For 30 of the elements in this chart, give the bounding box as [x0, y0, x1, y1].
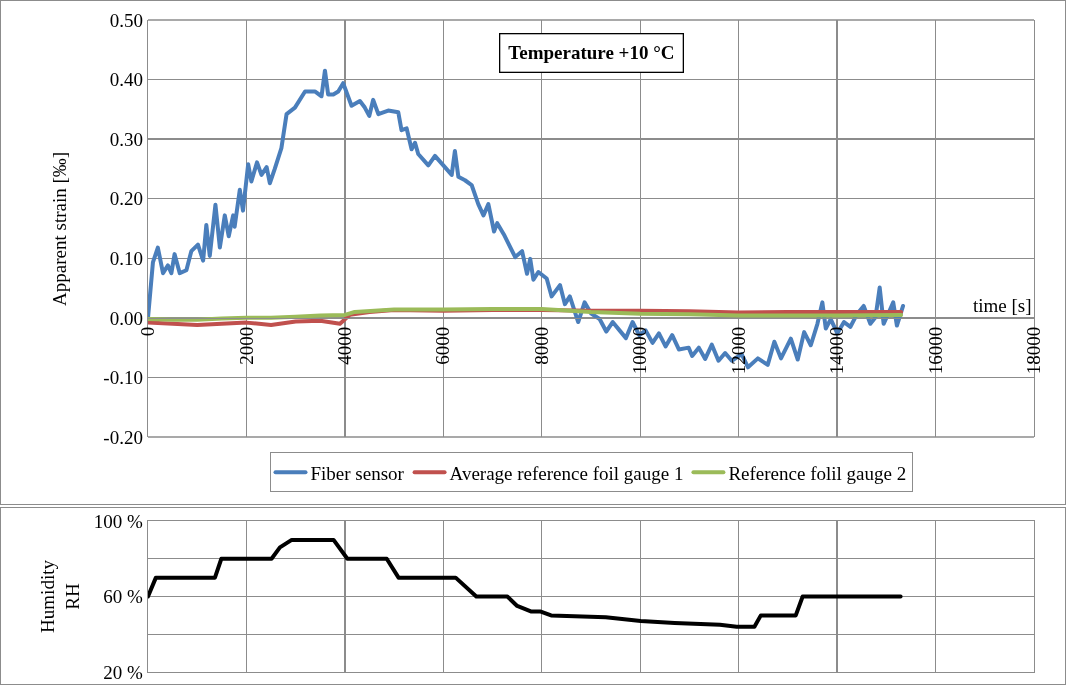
legend-label: Reference folil gauge 2	[728, 462, 907, 484]
x-tick-label: 10000	[629, 326, 651, 375]
y-axis-title: Humidity RH	[36, 559, 83, 633]
x-tick-label: 16000	[924, 326, 946, 375]
y-tick-label: 0.40	[109, 69, 143, 91]
x-tick-label: 2000	[235, 326, 257, 365]
x-tick-label: 8000	[530, 326, 552, 365]
y-axis-title: Apparent strain [‰]	[48, 151, 70, 306]
line-series	[148, 306, 904, 322]
legend-label: Fiber sensor	[310, 462, 405, 484]
y-tick-label: 0.50	[109, 9, 143, 31]
x-tick-label: 4000	[334, 326, 356, 365]
y-tick-label: -0.20	[103, 426, 143, 448]
y-tick-label: 0.00	[109, 307, 143, 329]
y-tick-label: 0.20	[109, 188, 143, 210]
x-tick-label: 12000	[727, 326, 749, 375]
y-tick-label: 0.10	[109, 247, 143, 269]
y-tick-label: 20 %	[103, 661, 144, 683]
line-series	[148, 537, 903, 629]
x-tick-label: 18000	[1023, 326, 1045, 375]
x-tick-label: 6000	[432, 326, 454, 365]
x-tick-label: 0	[137, 326, 159, 337]
y-tick-label: 100 %	[93, 510, 144, 532]
x-tick-label: 14000	[826, 326, 848, 375]
x-axis-title: time [s]	[973, 295, 1032, 316]
y-tick-label: 60 %	[103, 586, 144, 608]
legend-label: Average reference foil gauge 1	[449, 462, 684, 484]
text: Temperature +10 °C	[508, 42, 675, 64]
y-tick-label: 0.30	[109, 128, 143, 150]
y-tick-label: -0.10	[103, 367, 143, 389]
